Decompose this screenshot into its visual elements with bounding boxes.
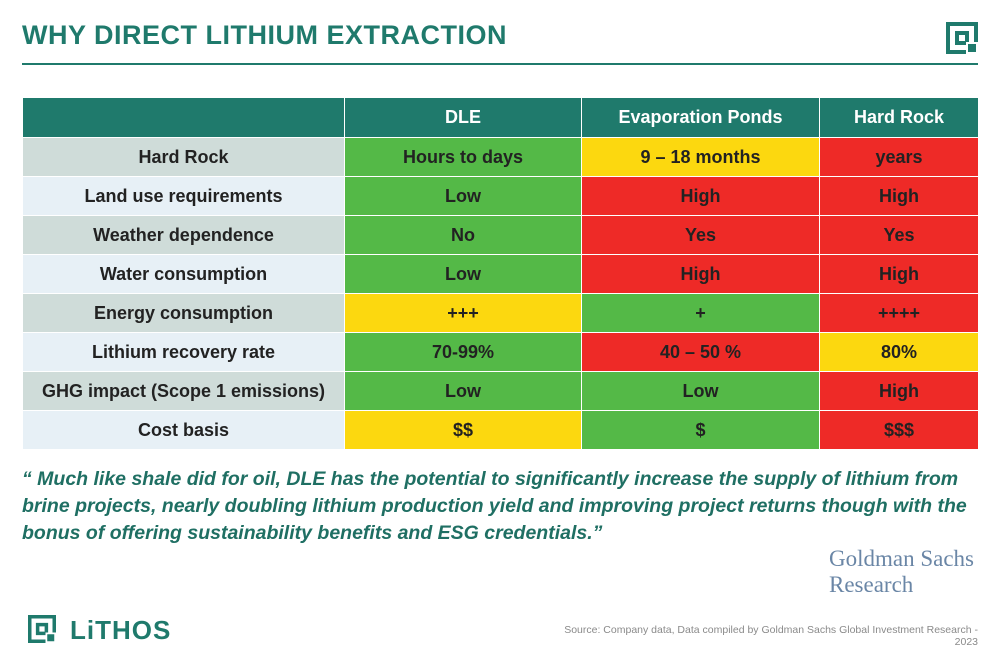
status-cell: 9 – 18 months: [581, 137, 820, 177]
status-cell: 70-99%: [344, 332, 582, 372]
table-row: Lithium recovery rate 70-99% 40 – 50 % 80%: [22, 332, 979, 372]
page-title: WHY DIRECT LITHIUM EXTRACTION: [22, 20, 507, 50]
status-cell: High: [819, 254, 979, 294]
status-cell: +++: [344, 293, 582, 333]
status-cell: High: [581, 254, 820, 294]
lithos-mark-icon: [946, 22, 978, 54]
status-cell: Low: [344, 254, 582, 294]
lithos-logo: LiTHOS: [22, 612, 182, 646]
status-cell: Low: [344, 371, 582, 411]
attribution-line-2: Research: [829, 572, 914, 597]
status-cell: Hours to days: [344, 137, 582, 177]
row-label: Weather dependence: [22, 215, 345, 255]
quote-text: “ Much like shale did for oil, DLE has t…: [22, 468, 967, 544]
status-cell: Yes: [581, 215, 820, 255]
table-header-row: DLE Evaporation Ponds Hard Rock: [22, 97, 979, 138]
status-cell: Low: [581, 371, 820, 411]
status-cell: years: [819, 137, 979, 177]
status-cell: Low: [344, 176, 582, 216]
status-cell: High: [819, 176, 979, 216]
row-label: Land use requirements: [22, 176, 345, 216]
column-header-blank: [22, 97, 345, 138]
status-cell: No: [344, 215, 582, 255]
brand-name: LiTHOS: [70, 615, 172, 645]
status-cell: ++++: [819, 293, 979, 333]
row-label: Cost basis: [22, 410, 345, 450]
column-header-dle: DLE: [344, 97, 582, 138]
status-cell: $$: [344, 410, 582, 450]
status-cell: High: [819, 371, 979, 411]
status-cell: Yes: [819, 215, 979, 255]
table-row: Water consumption Low High High: [22, 254, 979, 294]
status-cell: +: [581, 293, 820, 333]
status-cell: $$$: [819, 410, 979, 450]
comparison-table: DLE Evaporation Ponds Hard Rock Hard Roc…: [22, 97, 979, 450]
table-row: Weather dependence No Yes Yes: [22, 215, 979, 255]
lithos-logo-icon: [28, 615, 56, 643]
attribution-line-1: Goldman Sachs: [829, 546, 975, 571]
source-note: Source: Company data, Data compiled by G…: [564, 624, 978, 648]
table-row: Land use requirements Low High High: [22, 176, 979, 216]
status-cell: 40 – 50 %: [581, 332, 820, 372]
table-row: GHG impact (Scope 1 emissions) Low Low High: [22, 371, 979, 411]
row-label: GHG impact (Scope 1 emissions): [22, 371, 345, 411]
status-cell: $: [581, 410, 820, 450]
table-row: Cost basis $$ $ $$$: [22, 410, 979, 450]
status-cell: High: [581, 176, 820, 216]
goldman-sachs-attribution: Goldman Sachs Research: [829, 546, 974, 598]
column-header-evaporation-ponds: Evaporation Ponds: [581, 97, 820, 138]
row-label: Hard Rock: [22, 137, 345, 177]
status-cell: 80%: [819, 332, 979, 372]
title-divider: [22, 63, 978, 65]
column-header-hard-rock: Hard Rock: [819, 97, 979, 138]
table-row: Hard Rock Hours to days 9 – 18 months years: [22, 137, 979, 177]
row-label: Energy consumption: [22, 293, 345, 333]
row-label: Water consumption: [22, 254, 345, 294]
table-row: Energy consumption +++ + ++++: [22, 293, 979, 333]
row-label: Lithium recovery rate: [22, 332, 345, 372]
